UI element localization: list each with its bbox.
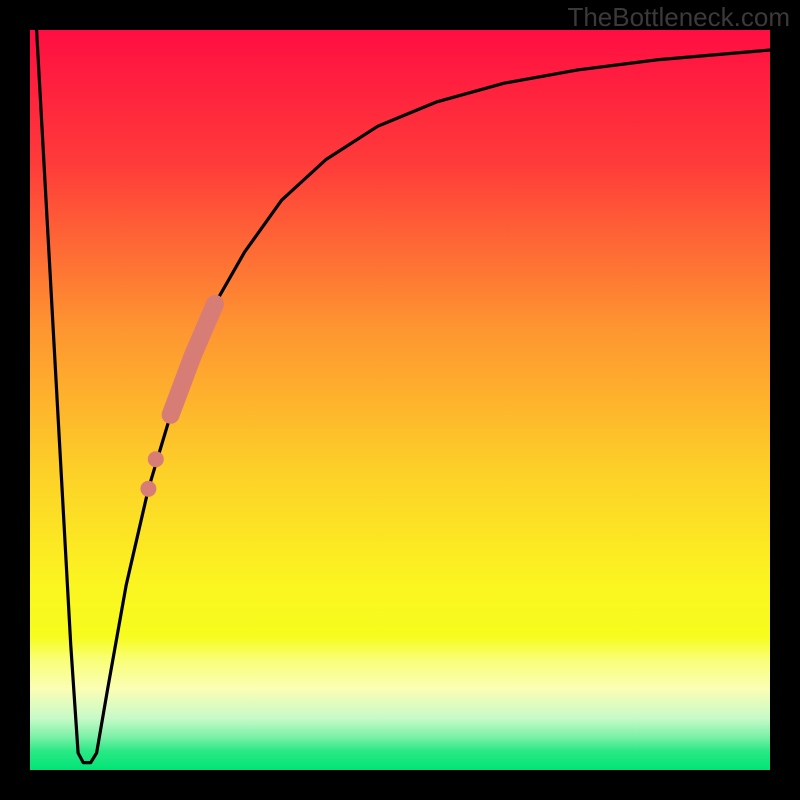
- watermark-label: TheBottleneck.com: [567, 2, 790, 33]
- highlight-dot: [148, 451, 164, 467]
- plot-background-gradient: [30, 30, 770, 770]
- figure-root: TheBottleneck.com: [0, 0, 800, 800]
- bottleneck-chart: [0, 0, 800, 800]
- highlight-dot: [140, 481, 156, 497]
